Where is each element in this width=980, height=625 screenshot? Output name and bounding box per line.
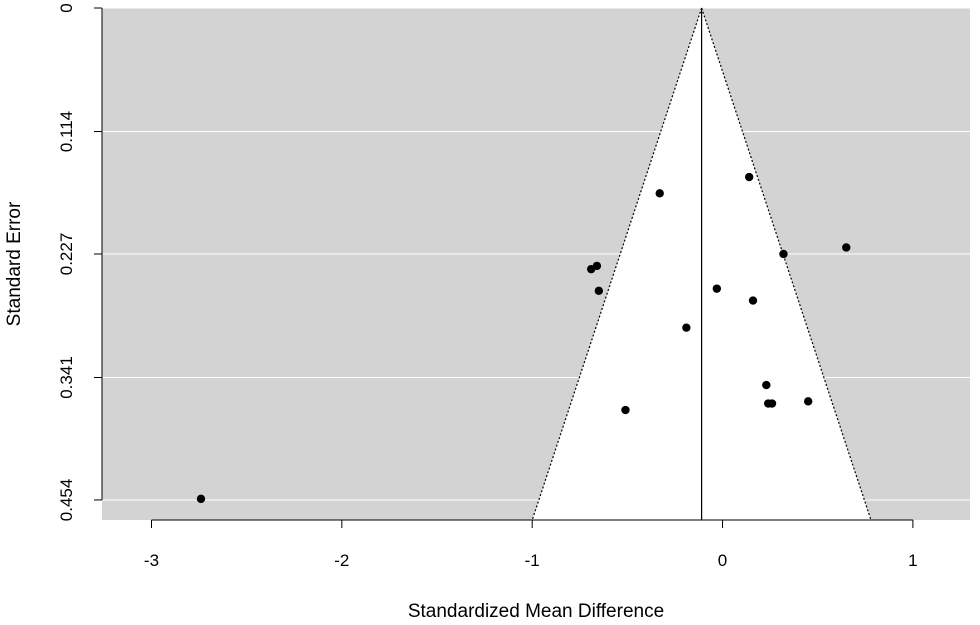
y-tick-label: 0.114 [57, 111, 76, 152]
x-tick-label: 0 [718, 551, 727, 570]
data-point [196, 494, 206, 504]
y-axis: 0 0.114 0.227 0.341 0.454 [57, 3, 103, 522]
x-axis-title: Standardized Mean Difference [408, 601, 664, 622]
data-point [804, 397, 813, 406]
data-point [779, 249, 788, 259]
data-point [748, 296, 758, 305]
data-points [196, 172, 851, 504]
y-tick-label: 0.454 [57, 479, 76, 522]
data-point [655, 189, 664, 198]
data-point [682, 323, 691, 332]
y-axis-title: Standard Error [4, 201, 25, 326]
y-tick-label: 0.227 [57, 233, 76, 276]
data-point [592, 261, 602, 271]
x-tick-label: 1 [908, 551, 917, 570]
funnel-right-edge [701, 7, 872, 521]
data-point [762, 380, 771, 390]
funnel-left-edge [531, 7, 703, 521]
grid-lines [102, 7, 970, 501]
data-point [744, 172, 754, 182]
data-point [594, 286, 604, 296]
y-tick-label: 0 [57, 3, 76, 12]
data-point [621, 405, 630, 415]
x-axis: -3 -2 -1 0 1 [144, 519, 918, 570]
y-tick-label: 0.341 [57, 356, 76, 399]
data-point [767, 399, 777, 408]
x-tick-label: -3 [144, 551, 159, 570]
data-point [712, 284, 722, 293]
data-point [842, 243, 851, 252]
x-tick-label: -1 [525, 551, 540, 570]
x-tick-label: -2 [334, 551, 349, 570]
